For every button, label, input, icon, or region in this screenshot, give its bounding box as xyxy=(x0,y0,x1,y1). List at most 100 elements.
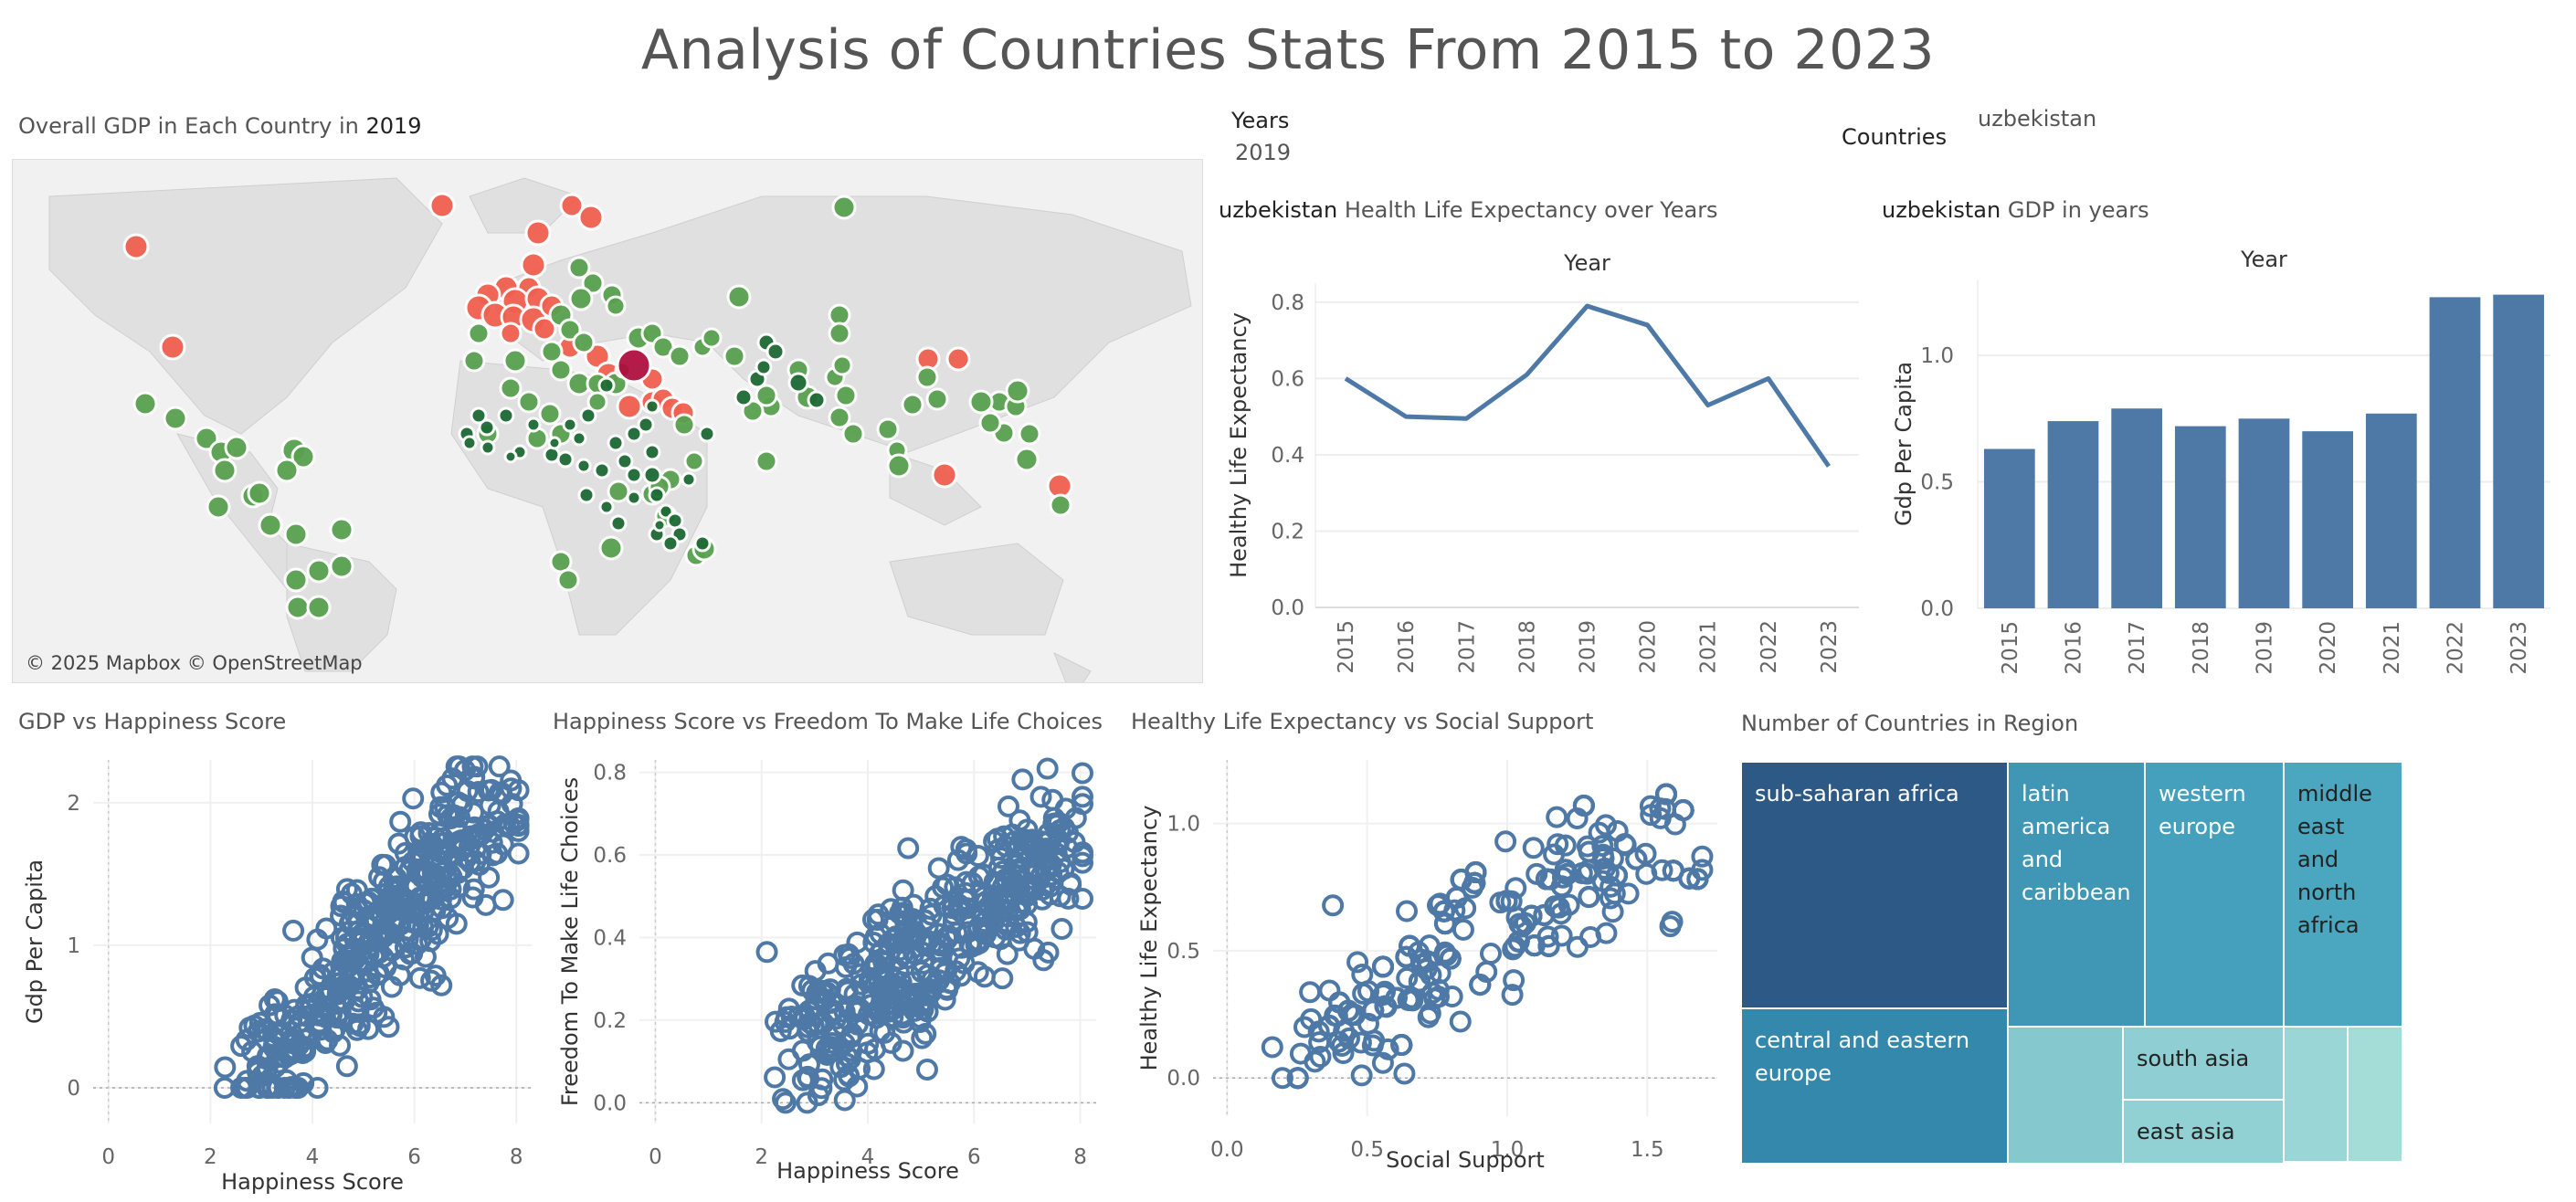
treemap-cell[interactable]: middle east and north africa xyxy=(2284,762,2402,1027)
map-country-marker xyxy=(765,342,786,362)
scatter-point xyxy=(430,781,453,804)
scatter-point xyxy=(261,1076,284,1099)
scatter-point xyxy=(507,842,530,865)
scatter-point xyxy=(491,833,514,856)
region-treemap[interactable]: sub-saharan africa latin america and cari… xyxy=(1741,762,2402,1164)
scatter-point xyxy=(335,1055,358,1078)
map-country-marker xyxy=(329,554,354,579)
gdp-bar-2015 xyxy=(1983,448,2035,608)
map-country-marker xyxy=(668,344,692,368)
treemap-cell[interactable]: western europe xyxy=(2145,762,2284,1027)
scatter-point xyxy=(507,814,530,837)
scatter-point xyxy=(335,878,358,901)
scatter-point xyxy=(1350,1064,1373,1087)
scatter-point xyxy=(1686,868,1709,891)
treemap-cell[interactable] xyxy=(2008,1027,2123,1164)
scatter-point xyxy=(477,779,500,802)
scatter-point xyxy=(507,807,530,829)
scatter-point xyxy=(1592,847,1615,870)
life-expectancy-title-country: uzbekistan xyxy=(1219,197,1338,223)
map-country-marker xyxy=(945,346,971,372)
scatter-point xyxy=(261,1026,284,1049)
scatter-x-tick: 6 xyxy=(407,1145,421,1169)
map-country-marker xyxy=(607,434,625,452)
scatter-point xyxy=(833,1089,856,1112)
scatter-point xyxy=(366,964,389,986)
map-country-marker xyxy=(520,251,547,279)
map-country-marker xyxy=(538,402,562,426)
scatter-point xyxy=(1439,947,1462,970)
scatter-point xyxy=(1417,1006,1440,1028)
life-expectancy-line-chart[interactable]: Year 0.0 0.2 0.4 0.6 0.8 2015 2016 2017 2018 2019 2… xyxy=(1215,237,1873,676)
treemap-cell[interactable] xyxy=(2284,1027,2348,1162)
map-country-marker xyxy=(609,514,628,532)
map-country-marker xyxy=(577,204,605,231)
map-country-marker xyxy=(517,390,541,414)
map-country-marker xyxy=(755,449,778,473)
treemap-cell[interactable]: south asia xyxy=(2123,1027,2284,1100)
scatter-point xyxy=(967,932,990,954)
map-country-marker xyxy=(1005,378,1030,404)
map-canvas[interactable] xyxy=(13,160,1202,682)
scatter-x-title: Social Support xyxy=(1386,1147,1545,1173)
map-title-year: 2019 xyxy=(365,113,422,139)
gdp-bar-chart[interactable]: Year 0.0 0.5 1.0 2015 2016 2017 2018 2019 2020 202… xyxy=(1882,234,2558,676)
map-country-marker xyxy=(163,406,188,431)
scatter-point xyxy=(1678,867,1701,890)
scatter-point xyxy=(414,945,437,968)
scatter-point xyxy=(1503,969,1526,992)
happiness-vs-freedom-scatter[interactable]: 0 2 4 6 8 0.0 0.2 0.4 0.6 0.8 Happiness Score Freed… xyxy=(548,742,1105,1189)
countries-filter-value[interactable]: uzbekistan xyxy=(1978,106,2097,132)
scatter-y-tick: 0.6 xyxy=(593,844,627,868)
scatter-point xyxy=(893,903,916,926)
line-y-tick: 0.8 xyxy=(1271,291,1304,315)
scatter-point xyxy=(997,880,1019,903)
map-country-marker xyxy=(290,444,316,469)
map-country-marker xyxy=(968,389,994,415)
scatter-point xyxy=(238,1017,261,1039)
scatter-point xyxy=(945,960,967,983)
scatter-point xyxy=(394,898,417,921)
scatter-point xyxy=(764,1066,787,1089)
scatter-point xyxy=(1408,970,1431,993)
treemap-cell[interactable]: east asia xyxy=(2123,1100,2284,1164)
treemap-cell[interactable]: latin america and caribbean xyxy=(2008,762,2145,1027)
bar-x-tick: 2022 xyxy=(2444,621,2468,675)
treemap-cell[interactable]: central and eastern europe xyxy=(1741,1008,2008,1164)
scatter-y-tick: 0.2 xyxy=(593,1009,627,1033)
scatter-point xyxy=(1546,806,1568,828)
map-country-marker xyxy=(807,390,827,410)
years-filter-value[interactable]: 2019 xyxy=(1235,140,1292,165)
map-country-marker xyxy=(643,443,661,461)
map-country-marker xyxy=(698,425,716,443)
scatter-point xyxy=(919,897,942,920)
scatter-point xyxy=(1501,984,1524,1007)
scatter-point xyxy=(899,923,922,946)
scatter-y-tick: 0.5 xyxy=(1167,940,1200,964)
map-country-marker xyxy=(567,256,591,279)
scatter-y-title: Freedom To Make Life Choices xyxy=(557,777,583,1106)
line-y-tick: 0.4 xyxy=(1271,444,1304,468)
scatter-point xyxy=(1299,981,1322,1004)
treemap-cell[interactable]: sub-saharan africa xyxy=(1741,762,2008,1008)
scatter-point xyxy=(387,832,410,855)
scatter-point xyxy=(443,805,466,828)
map-country-marker xyxy=(525,416,542,433)
years-filter-label: Years xyxy=(1231,108,1290,133)
scatter-point xyxy=(1614,834,1637,857)
scatter-point xyxy=(913,991,935,1014)
scatter-point xyxy=(256,1048,279,1070)
scatter-y-title: Gdp Per Capita xyxy=(22,859,48,1024)
scatter-point xyxy=(1036,757,1059,780)
map-country-marker xyxy=(532,316,557,342)
scatter-x-tick: 6 xyxy=(967,1145,981,1169)
gdp-map[interactable] xyxy=(12,159,1203,683)
treemap-cell[interactable] xyxy=(2348,1027,2402,1162)
gdp-bar-2019 xyxy=(2238,418,2290,608)
scatter-point xyxy=(1072,851,1093,874)
gdp-bar-2017 xyxy=(2111,408,2163,608)
scatter-point xyxy=(1289,1042,1312,1065)
map-country-marker xyxy=(741,399,765,423)
